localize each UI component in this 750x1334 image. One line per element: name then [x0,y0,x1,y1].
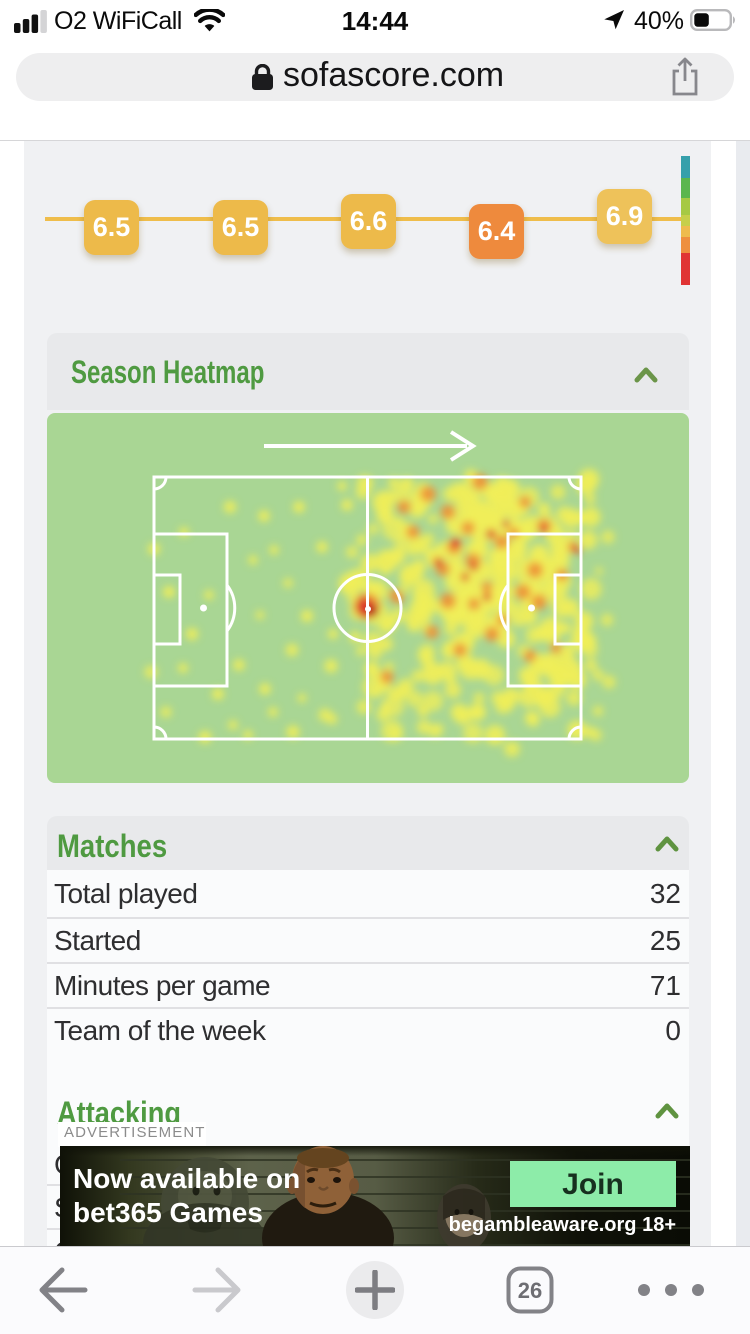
svg-text:Now available on: Now available on [73,1163,300,1194]
svg-text:begambleaware.org 18+: begambleaware.org 18+ [449,1214,676,1236]
svg-text:26: 26 [518,1278,542,1303]
svg-text:Join: Join [562,1168,624,1201]
svg-text:bet365 Games: bet365 Games [73,1197,263,1228]
